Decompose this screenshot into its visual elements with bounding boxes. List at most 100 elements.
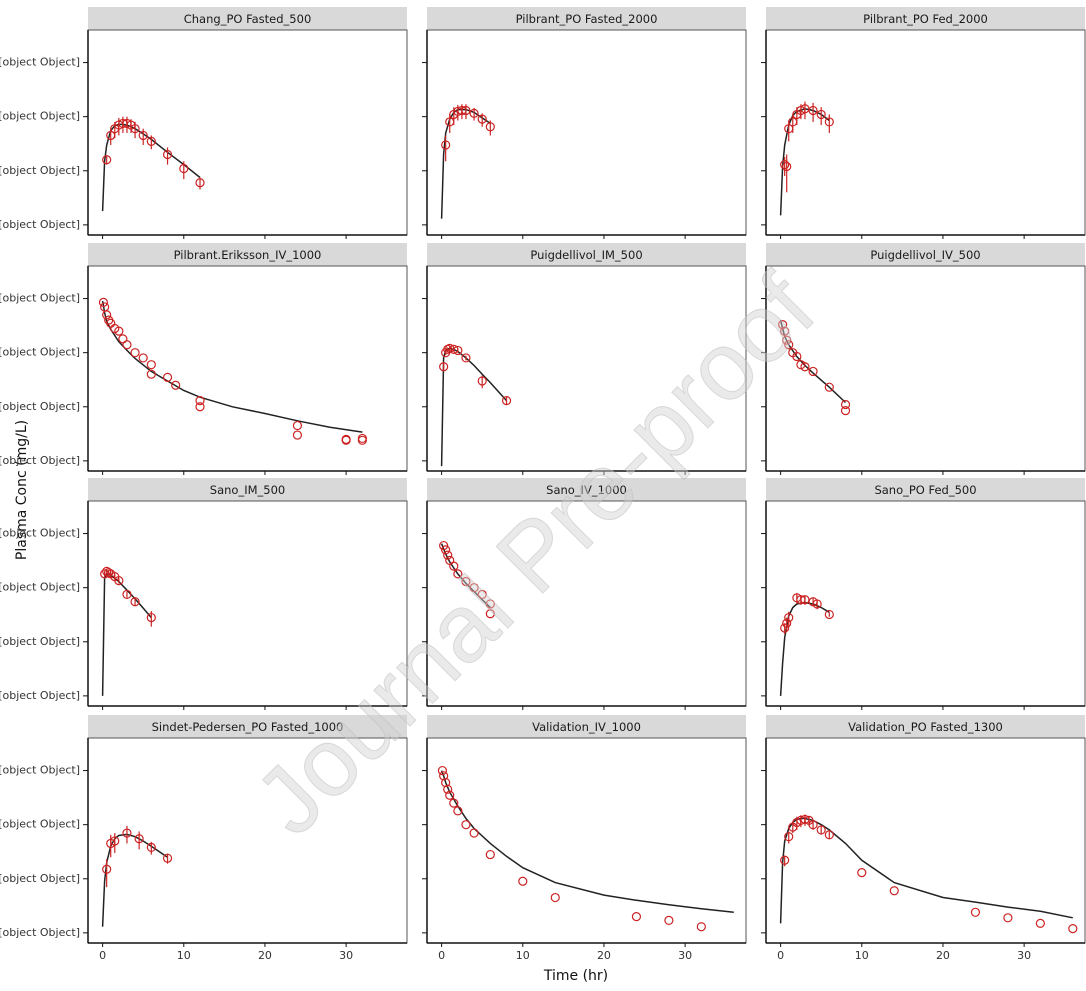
x-tick-label: 10 (516, 949, 530, 962)
y-tick-label: [object Object] (0, 689, 80, 702)
observed-point (800, 362, 810, 372)
y-axis-title: Plasma Conc (mg/L) (14, 420, 30, 560)
observed-point (443, 550, 453, 560)
observed-point (816, 109, 826, 120)
observed-point (195, 396, 205, 406)
observed-point (439, 771, 449, 781)
y-tick-label: [object Object] (0, 818, 80, 831)
facet: Validation_PO Fasted_1300 0 10 20 30 (761, 715, 1086, 962)
observed-point (816, 825, 826, 835)
observed-point (485, 609, 495, 619)
y-tick-label: [object Object] (0, 454, 80, 467)
observed-point (114, 576, 124, 586)
strip-bg (766, 7, 1085, 30)
observed-point (518, 876, 528, 886)
observed-point (840, 399, 851, 410)
observed-point (171, 380, 181, 390)
observed-point (437, 765, 448, 776)
facet: Validation_IV_1000 0 10 20 30 (422, 715, 747, 962)
observed-point (778, 320, 788, 330)
observed-point (146, 612, 156, 623)
observed-point (477, 114, 487, 124)
observed-point (780, 326, 790, 336)
observed-point (179, 163, 189, 174)
observed-point (780, 855, 790, 865)
observed-point (341, 435, 351, 445)
observed-point (461, 820, 471, 830)
panel-bg (87, 500, 408, 707)
y-tick-label: [object Object] (0, 527, 80, 540)
observed-point (102, 155, 112, 165)
observed-point (782, 335, 792, 345)
observed-point (138, 353, 148, 363)
panel-bg (765, 29, 1086, 236)
plot-area (779, 101, 834, 216)
observed-point (449, 798, 459, 808)
observed-point (840, 405, 851, 416)
observed-point (485, 122, 495, 132)
observed-point (162, 372, 173, 382)
observed-point (292, 420, 303, 431)
observed-point (501, 396, 512, 406)
x-tick-label: 0 (99, 949, 106, 962)
panel-bg (426, 737, 747, 944)
observed-point (808, 366, 818, 377)
plot-area (98, 297, 367, 445)
facet: Puigdellivol_IM_500 (422, 243, 747, 475)
facet-title: Sano_IV_1000 (546, 483, 627, 497)
observed-point (485, 849, 495, 860)
observed-point (461, 353, 471, 363)
observed-point (449, 561, 459, 571)
y-tick-label: [object Object] (0, 164, 80, 177)
observed-point (162, 149, 173, 160)
panel-bg (765, 265, 1086, 472)
y-tick-label: [object Object] (0, 581, 80, 594)
observed-point (485, 599, 495, 609)
observed-point (439, 362, 449, 372)
x-tick-label: 30 (1017, 949, 1031, 962)
observed-point (477, 589, 487, 600)
plot-area (101, 825, 173, 927)
observed-point (453, 345, 463, 356)
x-axis-title: Time (hr) (543, 968, 608, 984)
facet-title: Pilbrant_PO Fasted_2000 (516, 12, 658, 26)
observed-point (162, 853, 173, 863)
facet: Pilbrant_PO Fasted_2000 (422, 7, 747, 239)
observed-point (780, 160, 790, 170)
observed-point (122, 589, 132, 600)
observed-point (824, 117, 834, 127)
observed-point (195, 178, 205, 188)
observed-point (441, 777, 451, 788)
plot-area (439, 540, 495, 619)
observed-point (195, 402, 205, 412)
observed-point (782, 161, 792, 172)
observed-point (441, 140, 451, 150)
observed-point (780, 623, 790, 633)
y-tick-label: [object Object] (0, 764, 80, 777)
observed-point (808, 820, 818, 830)
observed-point (102, 864, 112, 874)
observed-point (477, 376, 487, 386)
y-tick-label: [object Object] (0, 346, 80, 359)
observed-point (631, 911, 642, 922)
facet-title: Puigdellivol_IV_500 (870, 248, 980, 262)
strip-bg (88, 478, 407, 501)
facet: Puigdellivol_IV_500 (761, 243, 1086, 475)
observed-point (114, 326, 124, 336)
strip-bg (88, 7, 407, 30)
strip-bg (766, 243, 1085, 266)
observed-point (461, 576, 471, 587)
observed-point (664, 915, 674, 926)
facet: Pilbrant.Eriksson_IV_1000 [object Object]… (0, 243, 408, 475)
observed-point (469, 828, 479, 838)
observed-point (130, 597, 140, 607)
observed-point (469, 583, 479, 593)
facet-title: Pilbrant_PO Fed_2000 (863, 12, 988, 26)
plot-area (778, 319, 851, 416)
facet-title: Sano_IM_500 (210, 483, 285, 497)
observed-point (453, 806, 463, 816)
facet: Sindet-Pedersen_PO Fasted_1000 [object Ob… (0, 715, 408, 962)
y-tick-label: [object Object] (0, 110, 80, 123)
observed-point (453, 569, 463, 579)
panel-bg (426, 29, 747, 236)
